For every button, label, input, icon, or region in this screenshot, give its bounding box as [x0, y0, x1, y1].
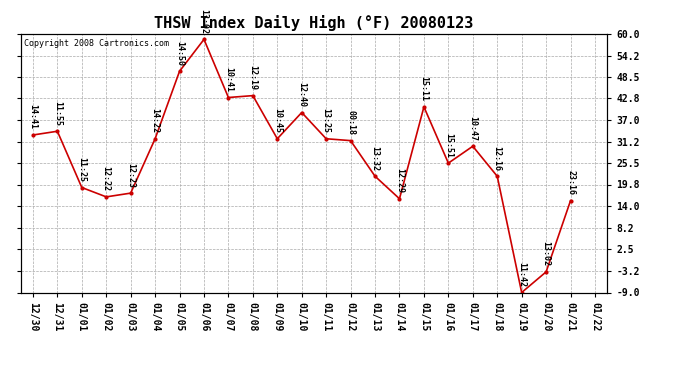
Text: 12:16: 12:16 [493, 146, 502, 171]
Text: 11:55: 11:55 [53, 101, 62, 126]
Text: 13:25: 13:25 [322, 108, 331, 133]
Title: THSW Index Daily High (°F) 20080123: THSW Index Daily High (°F) 20080123 [155, 15, 473, 31]
Text: 12:40: 12:40 [297, 82, 306, 107]
Text: 11:42: 11:42 [518, 262, 526, 287]
Text: 14:22: 14:22 [150, 108, 159, 133]
Text: 12:19: 12:19 [248, 65, 257, 90]
Text: 10:41: 10:41 [224, 67, 233, 92]
Text: 10:45: 10:45 [273, 108, 282, 133]
Text: 13:02: 13:02 [199, 9, 208, 34]
Text: 00:18: 00:18 [346, 110, 355, 135]
Text: 15:51: 15:51 [444, 133, 453, 158]
Text: 13:02: 13:02 [542, 242, 551, 266]
Text: 15:11: 15:11 [420, 76, 428, 101]
Text: 10:47: 10:47 [469, 116, 477, 141]
Text: 13:32: 13:32 [371, 146, 380, 171]
Text: 14:41: 14:41 [28, 105, 37, 129]
Text: 11:25: 11:25 [77, 157, 86, 182]
Text: 12:29: 12:29 [395, 168, 404, 193]
Text: 12:22: 12:22 [101, 166, 110, 191]
Text: Copyright 2008 Cartronics.com: Copyright 2008 Cartronics.com [23, 39, 168, 48]
Text: 14:50: 14:50 [175, 41, 184, 66]
Text: 12:23: 12:23 [126, 163, 135, 188]
Text: 23:16: 23:16 [566, 170, 575, 195]
